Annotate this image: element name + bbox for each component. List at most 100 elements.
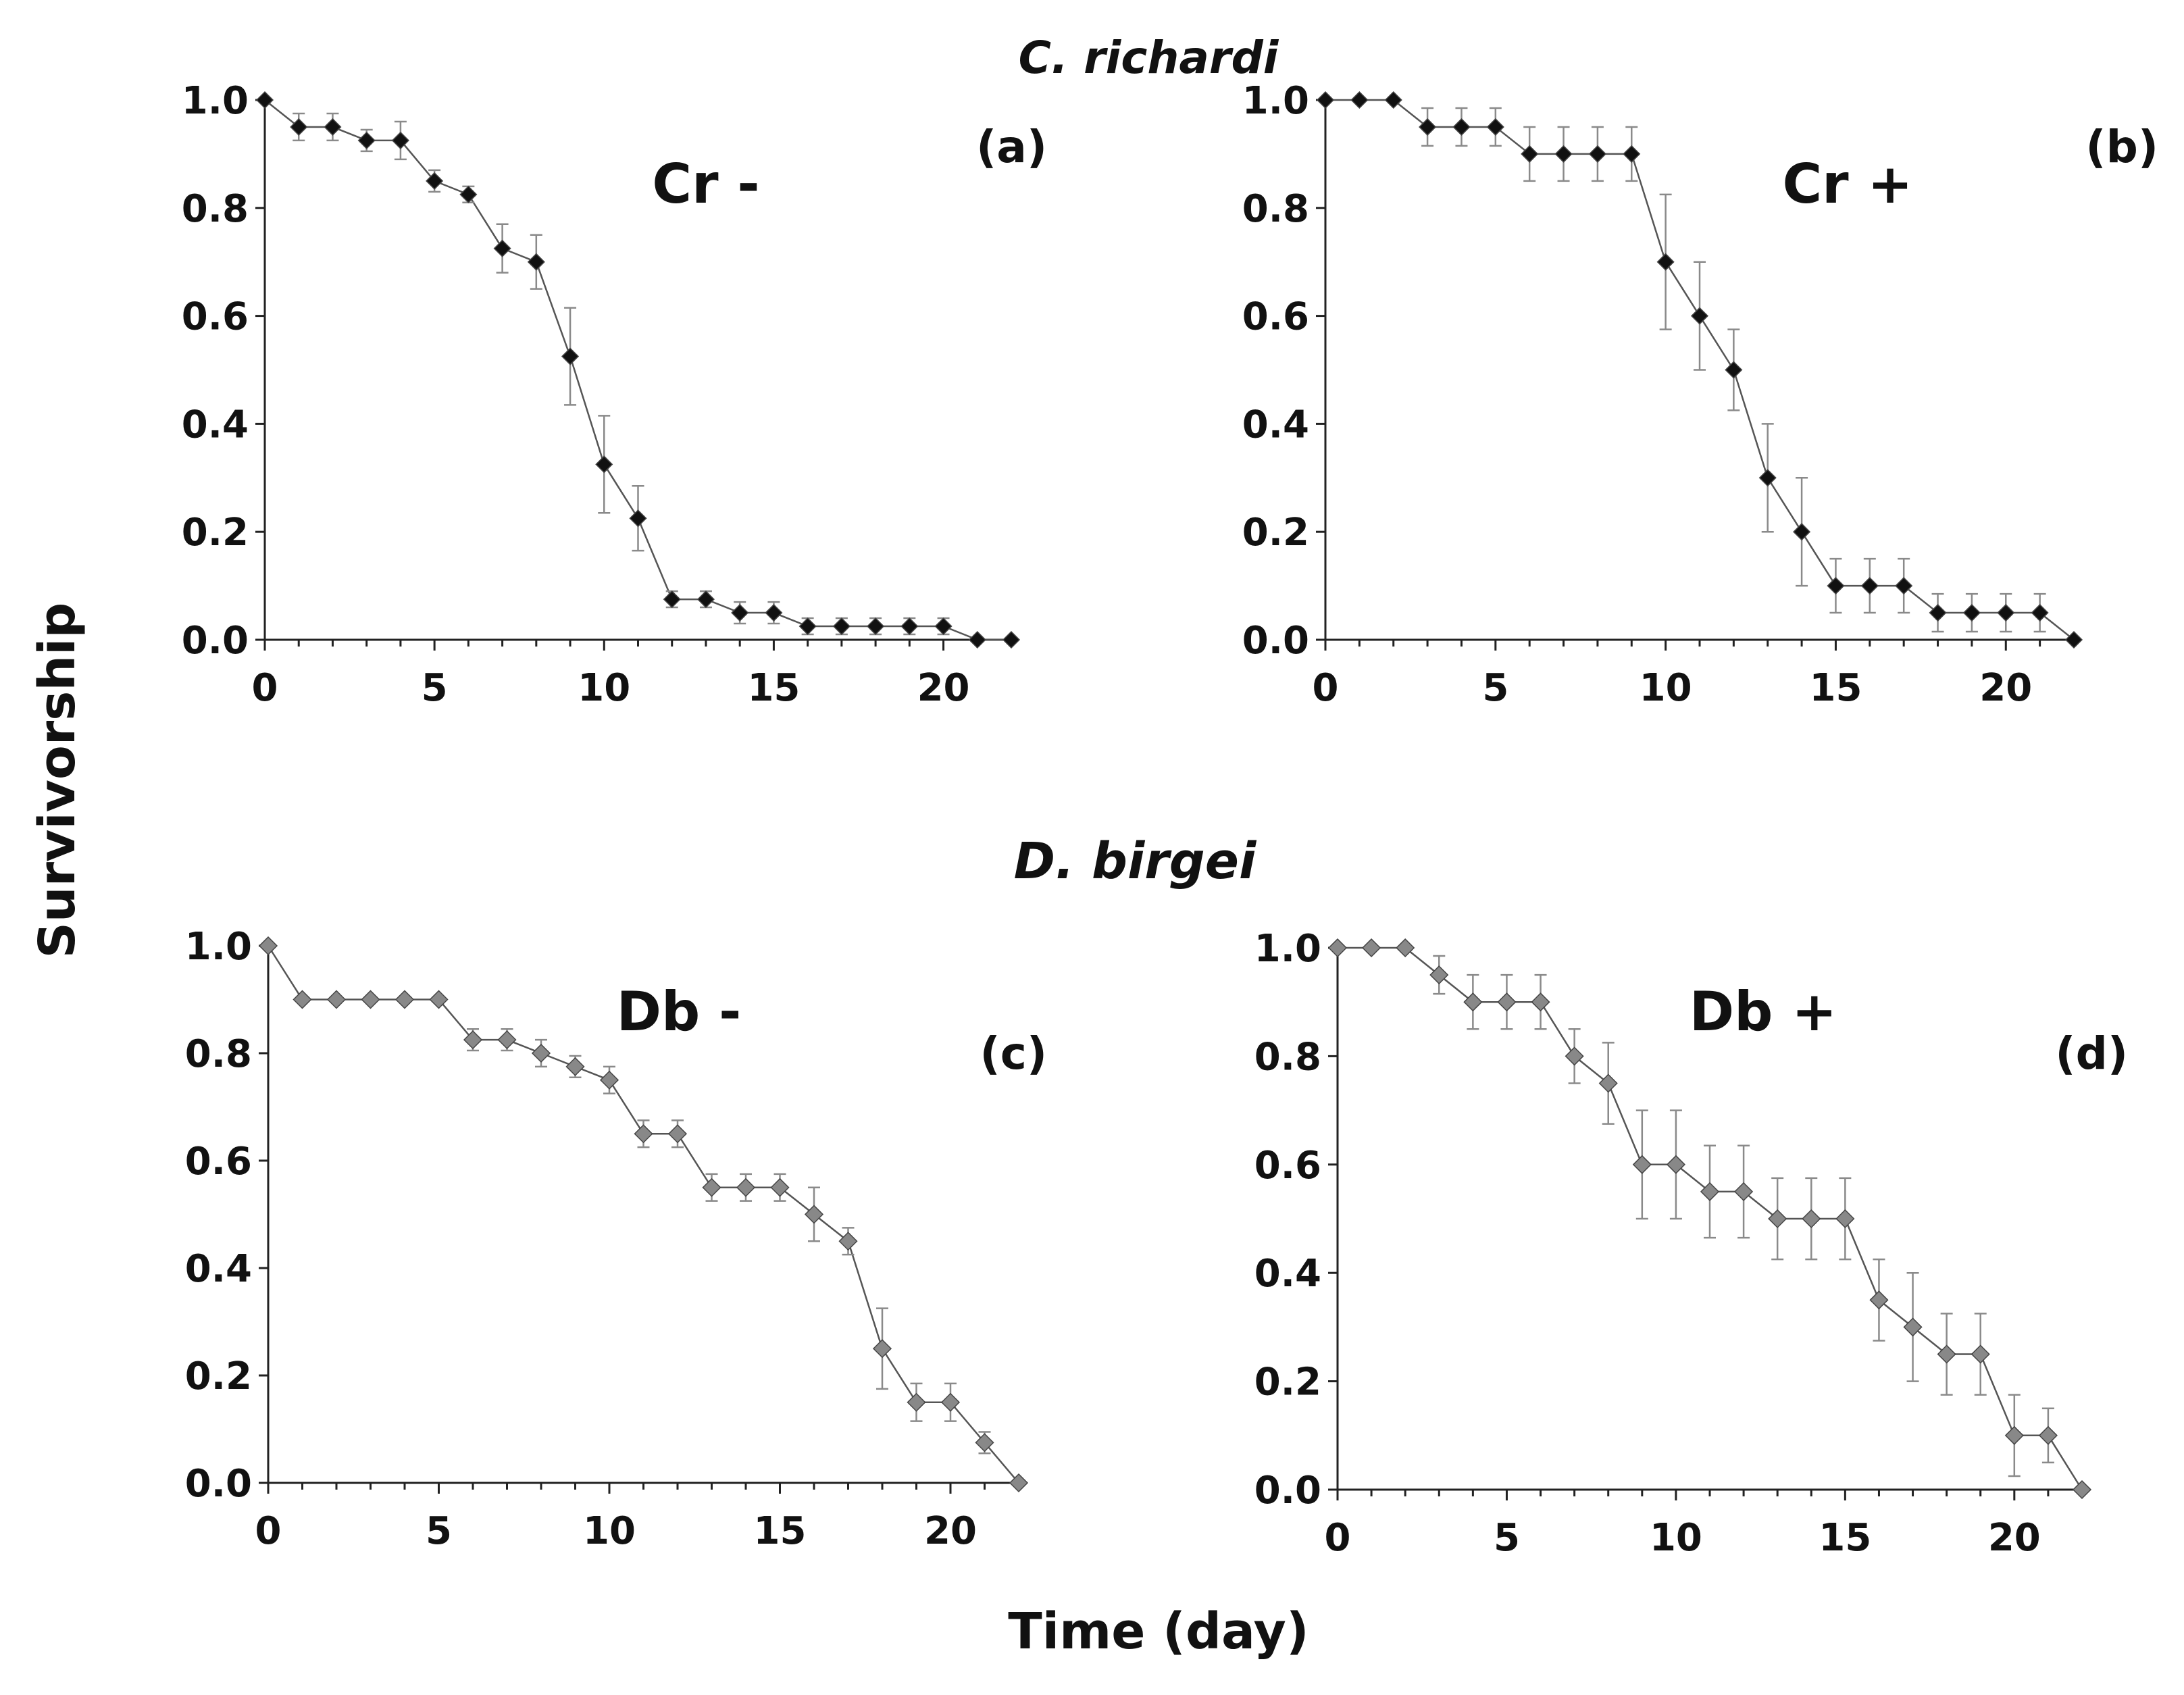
data-point-marker [1758, 469, 1777, 487]
data-point-marker [2038, 1425, 2058, 1445]
data-point-marker [459, 185, 478, 203]
data-point-marker [702, 1178, 721, 1197]
x-tick-label: 0 [1313, 666, 1339, 710]
series-line [264, 99, 1011, 641]
y-tick-label: 0.8 [1254, 1035, 1321, 1079]
x-tick-label: 0 [252, 666, 278, 710]
y-tick-label: 0.8 [1242, 187, 1309, 231]
data-point-marker [629, 509, 647, 528]
panel-a: 0.0 0.2 0.4 0.6 0.8 1.0 0 5 10 15 20 (a) Cr - [182, 79, 1047, 710]
y-tick-label: 0.8 [182, 187, 249, 231]
y-tick-label: 0.4 [185, 1247, 252, 1291]
data-point-marker [1463, 992, 1483, 1012]
data-point-marker [426, 172, 444, 190]
data-point-marker [1598, 1073, 1618, 1093]
data-point-marker [1997, 603, 2015, 622]
y-tick-label: 0.6 [1254, 1144, 1321, 1188]
data-point-marker [395, 990, 415, 1009]
y-tick-label: 0.0 [1254, 1469, 1321, 1513]
data-point-marker [258, 936, 278, 956]
data-point-marker [1793, 523, 1811, 541]
y-tick-label: 0.0 [185, 1462, 252, 1506]
y-tick-label: 1.0 [1242, 79, 1309, 123]
species-label-d-birgei: D. birgei [1014, 832, 1257, 890]
data-point-marker [531, 1043, 551, 1063]
species-label-c-richardi: C. richardi [1019, 32, 1279, 84]
data-point-marker [497, 1030, 517, 1050]
y-tick-label: 0.2 [185, 1355, 252, 1398]
data-point-marker [1327, 938, 1348, 958]
data-point-marker [1895, 577, 1913, 595]
data-point-marker [1929, 603, 1947, 622]
x-tick-label: 10 [583, 1509, 636, 1553]
treatment-label: Cr - [652, 153, 759, 216]
data-point-marker [1768, 1209, 1787, 1229]
data-point-marker [1588, 145, 1606, 163]
data-point-marker [765, 603, 783, 622]
y-tick-label: 0.2 [1242, 511, 1309, 555]
data-point-marker [361, 990, 380, 1009]
data-point-marker [1486, 118, 1504, 136]
data-point-marker [599, 1070, 619, 1090]
data-point-marker [429, 990, 449, 1009]
data-point-marker [1903, 1317, 1923, 1337]
data-point-marker [872, 1339, 892, 1359]
data-point-marker [1734, 1182, 1754, 1201]
data-point-marker [1725, 361, 1743, 379]
data-point-marker [1316, 91, 1335, 109]
data-point-marker [907, 1392, 926, 1412]
x-tick-label: 10 [578, 666, 630, 710]
x-tick-label: 15 [754, 1509, 807, 1553]
panel-c: 0.0 0.2 0.4 0.6 0.8 1.0 0 5 10 15 20 (c) Db - [185, 925, 1047, 1553]
x-tick-label: 20 [924, 1509, 977, 1553]
data-point-marker [1521, 145, 1539, 163]
data-point-marker [527, 253, 545, 271]
x-tick-label: 0 [1325, 1516, 1351, 1560]
data-point-marker [1666, 1155, 1685, 1174]
data-point-marker [293, 990, 312, 1009]
x-tick-label: 5 [1494, 1516, 1520, 1560]
data-point-marker [804, 1205, 824, 1224]
data-point-marker [595, 455, 613, 474]
data-point-marker [1802, 1209, 1821, 1229]
data-point-marker [1827, 577, 1845, 595]
y-axis-label: Survivorship [28, 603, 86, 959]
data-point-marker [1452, 118, 1471, 136]
y-tick-label: 0.4 [1242, 403, 1309, 447]
data-point-marker [770, 1178, 790, 1197]
data-point-marker [940, 1392, 961, 1412]
data-point-marker [1869, 1290, 1889, 1310]
y-tick-label: 0.4 [1254, 1252, 1321, 1296]
x-tick-label: 10 [1640, 666, 1692, 710]
panel-letter: (d) [2055, 1028, 2128, 1080]
data-point-marker [1396, 938, 1415, 958]
data-point-marker [934, 617, 953, 636]
data-point-marker [290, 118, 308, 136]
x-tick-label: 20 [1988, 1516, 2041, 1560]
y-tick-label: 0.2 [182, 511, 249, 555]
data-point-marker [2031, 603, 2049, 622]
data-point-marker [1700, 1182, 1720, 1201]
data-point-marker [2064, 630, 2083, 649]
y-tick-label: 0.6 [1242, 295, 1309, 339]
data-point-marker [1362, 938, 1381, 958]
data-point-marker [1429, 965, 1449, 985]
data-point-marker [1632, 1155, 1652, 1174]
x-tick-label: 15 [1819, 1516, 1871, 1560]
data-point-marker [867, 617, 885, 636]
data-point-marker [1860, 577, 1879, 595]
y-tick-label: 1.0 [1254, 927, 1321, 971]
data-point-marker [1937, 1344, 1956, 1364]
data-point-marker [357, 131, 376, 149]
data-point-marker [565, 1057, 585, 1076]
y-tick-label: 0.8 [185, 1032, 252, 1076]
data-point-marker [838, 1232, 858, 1251]
x-tick-label: 20 [1979, 666, 2032, 710]
data-point-marker [1835, 1209, 1855, 1229]
panel-letter: (b) [2085, 121, 2158, 173]
data-point-marker [1419, 118, 1437, 136]
x-tick-label: 0 [255, 1509, 282, 1553]
data-point-marker [1554, 145, 1573, 163]
data-point-marker [667, 1124, 688, 1144]
